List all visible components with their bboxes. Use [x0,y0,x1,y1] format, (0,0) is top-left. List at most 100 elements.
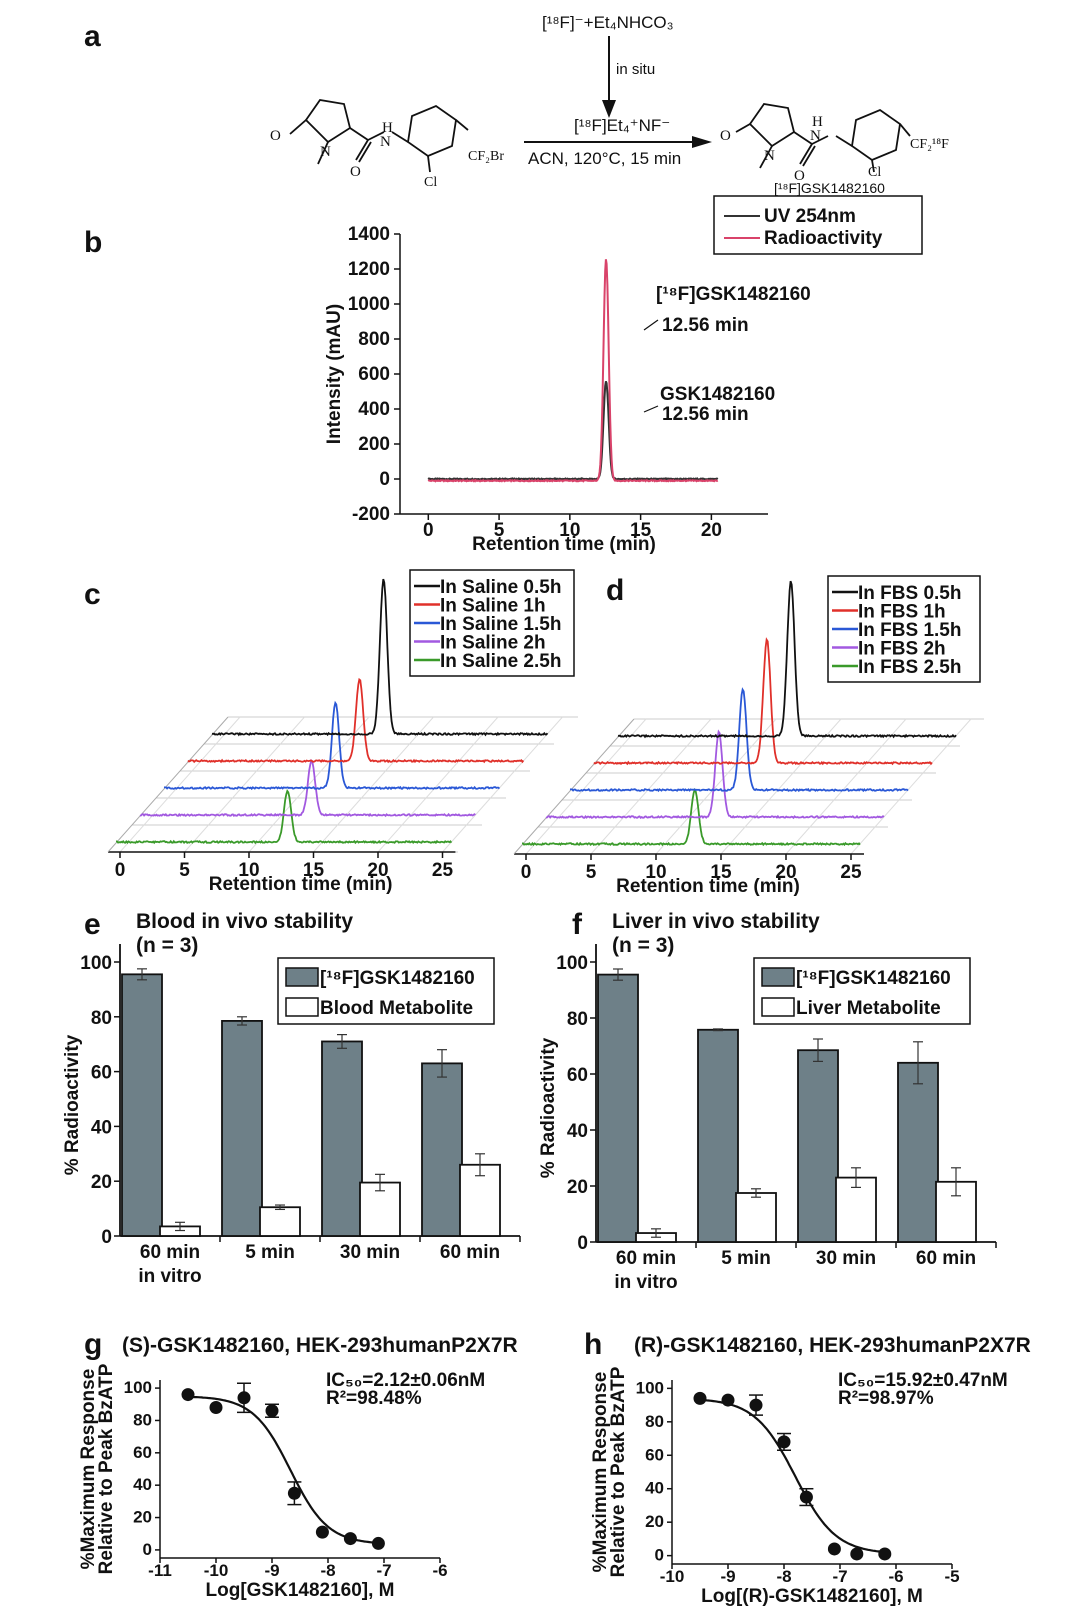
x-tick-label: -7 [832,1567,847,1586]
y-tick-label: 40 [645,1479,664,1498]
panel-label-e: e [84,908,101,941]
legend-box [713,195,923,255]
legend-swatch [761,967,795,987]
data-point [209,1401,223,1415]
depth-axis [107,716,229,853]
x-tick-label: 5 [586,862,597,883]
y-tick-label: 80 [645,1412,664,1431]
data-point [287,1486,301,1500]
y-tick-label: 20 [645,1512,664,1531]
chart-subtitle: (n = 3) [612,934,674,957]
depth-guide [525,718,647,855]
bar-tracer [221,1020,263,1237]
legend-label: In Saline 1.5h [440,614,561,635]
data-point [693,1391,707,1405]
annotation-radio-name: [¹⁸F]GSK1482160 [656,284,811,305]
x-axis-label: Retention time (min) [616,876,800,897]
depth-guide [720,718,842,855]
product-o-atom: O [720,128,731,144]
x-tick-label: -9 [264,1561,279,1580]
y-tick-label: 60 [133,1443,152,1462]
y-tick-label: 100 [636,1378,664,1397]
x-axis-label: Retention time (min) [209,874,393,895]
legend-label: Blood Metabolite [320,998,473,1019]
data-point [827,1542,841,1556]
x-tick-label: -10 [204,1561,229,1580]
dose-response-h: 0 20 40 60 80 100 -10 -9 -8 -7 -6 -5 Log[(R)-GSK1482… [590,1334,1031,1607]
trace-in-fbs-0-5h [617,580,957,739]
chart-subtitle: (n = 3) [136,934,198,957]
product-name: [¹⁸F]GSK1482160 [774,180,885,196]
panel-label-c: c [84,578,101,611]
bar-tracer [697,1028,739,1243]
x-tick-label: 60 min [916,1248,976,1269]
legend-label: In FBS 2h [858,639,946,660]
y-tick-label: 0 [143,1540,152,1559]
bar-tracer [421,1062,463,1237]
annotation-uv-pointer [643,405,659,413]
data-point [749,1398,763,1412]
reagent-label: [¹⁸F]Et₄⁺NF⁻ [574,116,670,135]
x-axis-label: Log[GSK1482160], M [206,1580,395,1601]
annotation-r2: R²=98.97% [838,1388,934,1409]
y-tick-label: 60 [645,1445,664,1464]
x-tick-label: 0 [115,860,126,881]
panel-label-f: f [572,908,583,941]
x-tick-label: 60 min [140,1242,200,1263]
x-tick-label: in vitro [614,1272,677,1293]
x-tick-label: 30 min [340,1242,400,1263]
reaction-arrow-head [692,136,712,148]
annotation-ic50: IC₅₀=15.92±0.47nM [838,1370,1008,1391]
x-axis-label: Log[(R)-GSK1482160], M [701,1586,923,1607]
data-point [371,1536,385,1550]
y-axis-label-line2: Relative to Peak BzATP [608,1366,629,1577]
bar-tracer [121,973,163,1237]
x-tick-label: -6 [888,1567,903,1586]
precursor-nh-atom: N [380,134,391,150]
panel-label-b: b [84,226,102,259]
y-tick-label: 0 [655,1546,664,1565]
bar-metabolite [735,1192,777,1243]
legend-label: In Saline 2h [440,633,546,654]
bar-metabolite [459,1163,501,1237]
product-cl-atom: Cl [868,165,881,180]
legend-label: In Saline 0.5h [440,577,561,598]
stacked-chromatogram-d: 0 5 10 15 20 25 Retention time (min) In FBS 0.5… [513,575,984,897]
data-point [343,1532,357,1546]
data-point [237,1391,251,1405]
down-arrow-head [602,100,616,118]
data-point [315,1525,329,1539]
product-structure [735,103,911,173]
trace-in-fbs-1-5h [569,687,909,793]
x-tick-label: -7 [376,1561,391,1580]
legend-label: In FBS 2.5h [858,657,961,678]
fit-curve [187,1395,378,1544]
x-tick-label: 20 [775,862,796,883]
product-o2-atom: O [794,168,805,184]
x-tick-label: 20 [701,520,722,541]
trace-in-saline-2-5h [116,789,453,845]
x-tick-label: 5 min [721,1248,771,1269]
panel-label-a: a [84,20,101,53]
bar-tracer [321,1040,363,1237]
x-axis-label: Retention time (min) [472,534,656,555]
data-point [265,1404,279,1418]
depth-guide [119,716,241,853]
trace-in-fbs-2-5h [522,787,861,847]
chart-title: (R)-GSK1482160, HEK-293humanP2X7R [634,1334,1031,1357]
y-axis-label-line2: Relative to Peak BzATP [96,1363,117,1574]
y-tick-label: 1400 [348,224,390,245]
x-tick-label: 5 [494,520,505,541]
y-tick-label: 1200 [348,259,390,280]
legend-label: [¹⁸F]GSK1482160 [796,968,951,989]
bar-metabolite [835,1176,877,1243]
y-axis-label: % Radioactivity [62,1034,83,1175]
x-tick-label: 25 [840,862,862,883]
fit-curve [699,1398,885,1554]
y-tick-label: 20 [91,1172,112,1193]
depth-guide [377,716,499,853]
precursor-o-atom: O [270,128,281,144]
depth-guide [850,718,972,855]
annotation-ic50: IC₅₀=2.12±0.06nM [326,1370,485,1391]
